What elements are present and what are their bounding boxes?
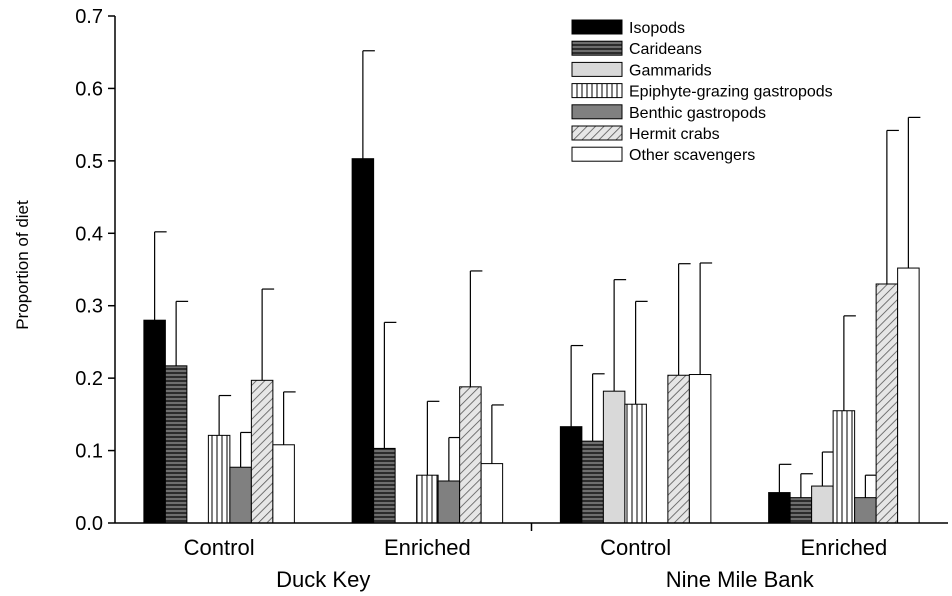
x-site-label: Nine Mile Bank: [666, 567, 815, 592]
legend-swatch: [571, 19, 623, 35]
y-tick-label: 0.7: [75, 6, 103, 28]
bar-hermit-crabs: [459, 386, 482, 524]
bar-other-scavengers: [272, 444, 295, 524]
y-tick-label: 0.6: [75, 78, 103, 100]
legend-label: Epiphyte-grazing gastropods: [629, 84, 833, 101]
bar-other-scavengers: [897, 267, 920, 524]
bar-epiphyte-grazing-gastropods: [832, 410, 856, 524]
bar-hermit-crabs: [875, 283, 899, 524]
x-category-label: Enriched: [800, 535, 887, 560]
bar-isopods: [559, 426, 583, 524]
legend-label: Hermit crabs: [629, 126, 720, 143]
x-category-label: Enriched: [384, 535, 471, 560]
x-axis: Control Enriched Control Enriched Duck Key Ni…: [115, 522, 948, 592]
legend-swatch: [571, 40, 623, 56]
legend-label: Carideans: [629, 41, 702, 58]
legend-swatch: [571, 146, 623, 162]
x-category-label: Control: [600, 535, 671, 560]
bar-epiphyte-grazing-gastropods: [416, 474, 439, 524]
bar-carideans: [789, 497, 813, 524]
legend: Isopods Carideans Gammarids Epiphyte-grazin…: [571, 19, 833, 164]
legend-label: Benthic gastropods: [629, 105, 766, 122]
bar-carideans: [373, 447, 396, 524]
bar-epiphyte-grazing-gastropods: [624, 403, 647, 524]
bar-isopods: [143, 319, 166, 524]
legend-label: Isopods: [629, 20, 685, 37]
bar-benthic-gastropods: [854, 497, 877, 524]
y-tick-label: 0.3: [75, 296, 103, 318]
legend-swatch: [571, 125, 623, 141]
bar-other-scavengers: [480, 463, 504, 524]
bar-carideans: [164, 365, 188, 524]
bar-carideans: [581, 440, 604, 524]
bar-epiphyte-grazing-gastropods: [207, 434, 231, 524]
legend-swatch: [571, 61, 623, 77]
legend-label: Other scavengers: [629, 147, 755, 164]
bar-gammarids: [811, 485, 834, 524]
bar-hermit-crabs: [250, 379, 274, 524]
legend-swatch: [571, 104, 623, 120]
y-tick-label: 0.2: [75, 368, 103, 390]
legend-label: Gammarids: [629, 62, 712, 79]
bar-benthic-gastropods: [437, 480, 461, 524]
bar-isopods: [351, 158, 375, 524]
bar-gammarids: [602, 390, 626, 524]
x-site-label: Duck Key: [276, 567, 370, 592]
bar-other-scavengers: [688, 374, 712, 524]
x-category-label: Control: [184, 535, 255, 560]
bar-isopods: [768, 492, 791, 524]
y-tick-label: 0.5: [75, 151, 103, 173]
y-tick-label: 0.1: [75, 441, 103, 463]
bar-hermit-crabs: [667, 374, 690, 524]
bars: [143, 50, 921, 524]
y-axis: 0.0 0.1 0.2 0.3 0.4 0.5 0.6 0.7: [75, 6, 116, 535]
legend-swatch: [571, 83, 623, 99]
y-tick-label: 0.0: [75, 513, 103, 535]
y-tick-label: 0.4: [75, 223, 103, 245]
bar-benthic-gastropods: [229, 466, 252, 524]
y-axis-title: Proportion of diet: [13, 200, 32, 330]
